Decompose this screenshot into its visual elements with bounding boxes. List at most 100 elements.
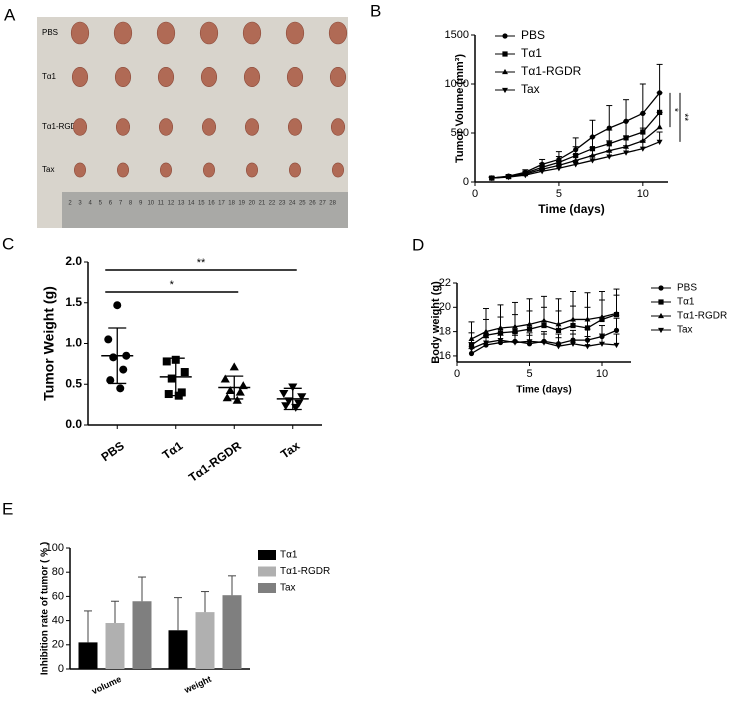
tumor (114, 67, 132, 88)
marker (572, 157, 579, 163)
significance-label: ** (678, 113, 689, 121)
marker (606, 147, 613, 153)
row-label: Tax (42, 165, 54, 174)
marker (584, 316, 591, 322)
bar (78, 642, 98, 669)
y-tick-label: 0 (58, 663, 64, 675)
tumor (115, 118, 131, 136)
tumor (242, 21, 262, 45)
marker (541, 317, 547, 323)
marker (570, 341, 576, 347)
x-tick-label: Tax (278, 438, 303, 461)
marker (468, 335, 475, 341)
legend-marker (502, 87, 508, 94)
marker (279, 390, 289, 399)
significance-label: * (668, 108, 679, 112)
y-tick-label: 100 (46, 542, 64, 554)
ruler-label: 11 (158, 201, 165, 207)
marker (572, 162, 579, 168)
ruler-label: 18 (228, 201, 235, 207)
marker (589, 158, 596, 164)
legend-label: Tax (521, 82, 540, 96)
bar (168, 630, 188, 669)
legend-label: Tax (280, 583, 296, 594)
legend-label: Tα1-RGDR (280, 566, 330, 577)
legend-marker (502, 68, 508, 75)
marker (483, 340, 489, 346)
tumor (157, 67, 175, 88)
panel-label: B (370, 1, 381, 20)
marker (297, 393, 307, 402)
tumor (200, 67, 218, 88)
y-tick-label: 1000 (445, 78, 469, 90)
marker (288, 383, 298, 392)
tumor (113, 21, 133, 45)
panel-label: D (412, 235, 424, 254)
tumor (244, 118, 260, 136)
marker (606, 125, 612, 131)
marker (555, 344, 562, 350)
marker (599, 341, 605, 347)
marker (555, 321, 562, 327)
ruler-label: 15 (198, 201, 205, 207)
tumor (286, 67, 304, 88)
ruler-label: 17 (218, 201, 225, 207)
marker (497, 338, 504, 344)
bar (222, 595, 242, 669)
tumor (329, 67, 347, 88)
ruler-label: 24 (289, 201, 296, 207)
marker (109, 353, 118, 362)
y-tick-label: 0.5 (65, 376, 82, 390)
tumor (330, 118, 346, 136)
bar (105, 623, 125, 669)
x-tick-label: 10 (596, 368, 608, 380)
marker (613, 327, 620, 333)
x-axis-label: Time (days) (538, 202, 604, 216)
ruler-label: 5 (99, 201, 103, 207)
marker (294, 399, 304, 408)
x-tick-label: 5 (556, 188, 562, 200)
tumor (199, 21, 219, 45)
tumor (74, 162, 86, 178)
tumor (243, 67, 261, 88)
tumor (201, 118, 217, 136)
legend-marker (658, 285, 664, 291)
x-tick-label: 0 (454, 368, 460, 380)
tumor (160, 162, 172, 178)
ruler-label: 12 (168, 201, 175, 207)
marker (606, 154, 613, 160)
marker (229, 362, 239, 371)
ruler-label: 28 (329, 201, 336, 207)
marker (281, 402, 291, 411)
y-axis-label: Tumor Volume (mm³) (454, 54, 466, 163)
legend-label: PBS (521, 28, 545, 42)
marker (512, 329, 518, 335)
y-tick-label: 20 (52, 639, 64, 651)
y-tick-label: 1.5 (65, 295, 82, 309)
y-tick-label: 60 (52, 590, 64, 602)
y-tick-label: 22 (439, 277, 451, 289)
marker (483, 328, 489, 334)
marker (589, 152, 596, 158)
y-tick-label: 20 (439, 301, 451, 313)
y-axis-label: Inhibition rate of tumor ( % ) (40, 542, 51, 675)
ruler-label: 6 (109, 201, 113, 207)
ruler-label: 7 (119, 201, 123, 207)
y-tick-label: 16 (439, 350, 451, 362)
tumor (287, 118, 303, 136)
significance-label: * (170, 279, 175, 291)
y-tick-label: 80 (52, 566, 64, 578)
legend-label: Tα1 (521, 46, 542, 60)
legend-swatch (258, 550, 276, 560)
ruler-label: 22 (269, 201, 276, 207)
legend-label: Tα1-RGDR (677, 311, 727, 322)
tumor (328, 21, 348, 45)
marker (220, 374, 230, 383)
marker (555, 327, 562, 333)
y-tick-label: 40 (52, 615, 64, 627)
legend-marker (502, 33, 508, 39)
marker (541, 322, 547, 329)
marker (570, 322, 576, 329)
